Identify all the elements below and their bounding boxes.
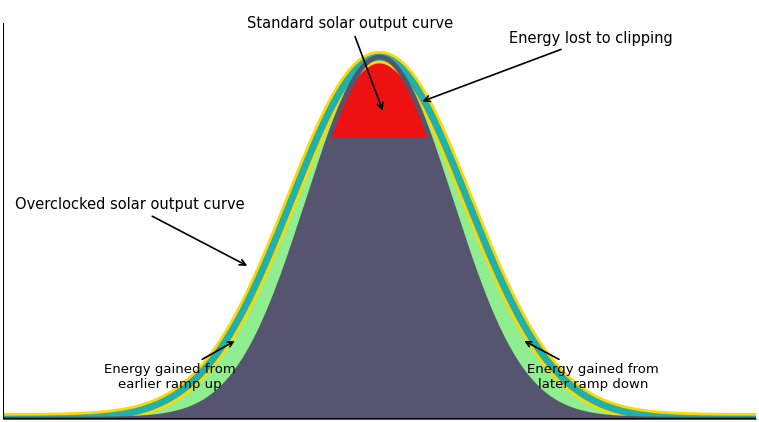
Text: Energy gained from
later ramp down: Energy gained from later ramp down [526, 342, 659, 392]
Text: Overclocked solar output curve: Overclocked solar output curve [15, 197, 246, 265]
Text: Standard solar output curve: Standard solar output curve [247, 16, 453, 109]
Text: Energy gained from
earlier ramp up: Energy gained from earlier ramp up [104, 342, 236, 392]
Text: Energy lost to clipping: Energy lost to clipping [424, 31, 673, 101]
